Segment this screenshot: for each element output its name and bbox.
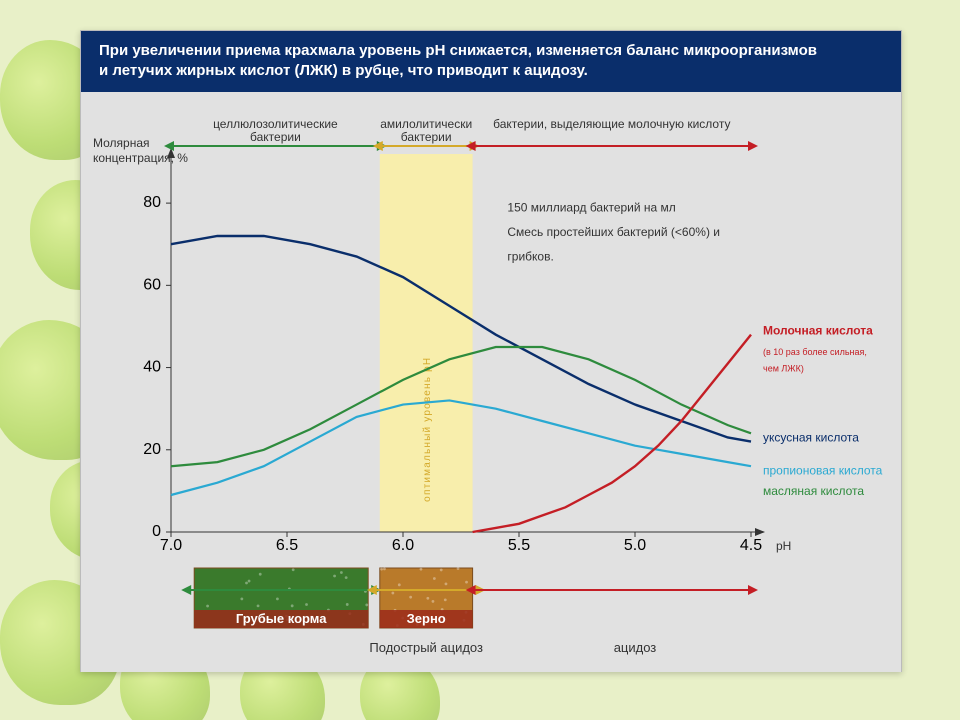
x-tick-label: 4.5 [740, 537, 762, 554]
title-line-1: При увеличении приема крахмала уровень p… [99, 42, 817, 59]
y-tick-label: 40 [143, 358, 161, 375]
bacteria-range-label: бактерии, выделяющие молочную кислоту [493, 117, 730, 131]
feed-box-label: Зерно [407, 611, 446, 626]
x-tick-label: 6.5 [276, 537, 298, 554]
chart-svg: оптимальный уровень pH0204060807.06.56.0… [81, 92, 901, 672]
bacteria-range-label2: бактерии [401, 130, 452, 144]
x-tick-label: 5.0 [624, 537, 646, 554]
label-propionic: пропионовая кислота [763, 463, 883, 477]
y-tick-label: 20 [143, 440, 161, 457]
y-tick-label: 60 [143, 276, 161, 293]
title-line-2: и летучих жирных кислот (ЛЖК) в рубце, ч… [99, 62, 588, 79]
acidosis-label: ацидоз [614, 640, 657, 655]
bacteria-range-label: целлюлозолитические [213, 117, 338, 131]
label-lactic-sub1: (в 10 раз более сильная, [763, 347, 867, 357]
label-lactic-sub2: чем ЛЖК) [763, 363, 804, 373]
feed-box-label: Грубые корма [236, 611, 327, 626]
y-axis-title-1: Молярная [93, 136, 150, 150]
bacteria-range-label: амилолитически [380, 117, 472, 131]
x-axis-title: pH [776, 539, 791, 553]
x-tick-label: 7.0 [160, 537, 182, 554]
label-butyric: масляная кислота [763, 484, 864, 498]
x-tick-label: 6.0 [392, 537, 414, 554]
acidosis-label: Подострый ацидоз [369, 640, 483, 655]
chart-area: оптимальный уровень pH0204060807.06.56.0… [81, 92, 901, 672]
note-line-3: грибков. [507, 249, 553, 263]
title-bar: При увеличении приема крахмала уровень p… [81, 31, 901, 92]
x-tick-label: 5.5 [508, 537, 530, 554]
y-tick-label: 80 [143, 194, 161, 211]
note-line-1: 150 миллиард бактерий на мл [507, 200, 675, 214]
optimal-ph-label: оптимальный уровень pH [422, 356, 433, 501]
note-line-2: Смесь простейших бактерий (<60%) и [507, 225, 720, 239]
stage: При увеличении приема крахмала уровень p… [0, 0, 960, 720]
label-lactic: Молочная кислота [763, 323, 873, 337]
x-axis-arrow [755, 528, 765, 536]
y-axis-title-2: концентрация, % [93, 151, 188, 165]
series-lactic [473, 334, 751, 531]
bacteria-range-label2: бактерии [250, 130, 301, 144]
label-acetic: уксусная кислота [763, 430, 859, 444]
slide-card: При увеличении приема крахмала уровень p… [80, 30, 902, 672]
